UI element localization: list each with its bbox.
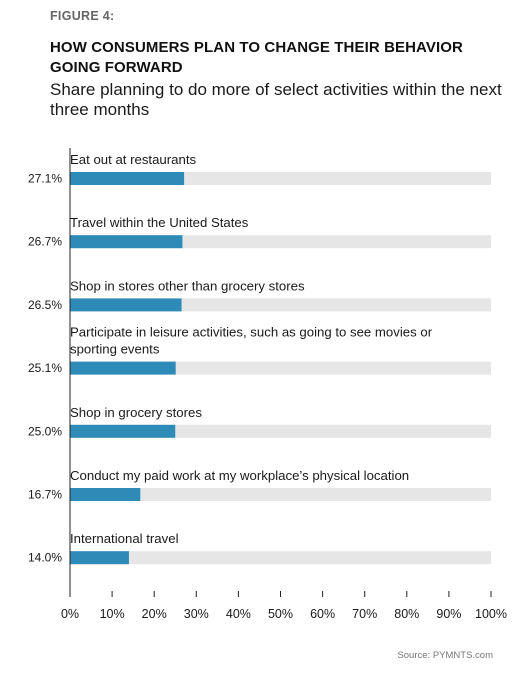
value-label: 25.0% [28,424,62,438]
bar [70,551,129,565]
bar [70,298,182,312]
bar [70,488,141,501]
x-tick-label: 20% [142,607,167,621]
x-tick-label: 90% [436,607,461,621]
bar [70,172,185,185]
bar-track [70,488,491,501]
category-label: Participate in leisure activities, such … [70,325,433,340]
x-tick-label: 50% [268,607,293,621]
value-label: 25.1% [28,361,62,375]
value-label: 26.7% [28,235,62,249]
category-label: International travel [70,531,179,546]
category-label: sporting events [70,342,160,357]
value-label: 27.1% [28,172,62,186]
source-note: Source: PYMNTS.com [397,650,493,661]
x-tick-label: 40% [226,607,251,621]
bar [70,361,176,375]
value-label: 14.0% [28,551,62,565]
x-tick-label: 10% [100,607,125,621]
x-tick-label: 70% [352,607,377,621]
category-label: Conduct my paid work at my workplace’s p… [70,468,409,483]
bar [70,235,183,249]
x-tick-label: 60% [310,607,335,621]
bar [70,424,176,438]
category-label: Shop in stores other than grocery stores [70,278,305,293]
value-label: 26.5% [28,298,62,312]
x-tick-label: 100% [475,607,507,621]
category-label: Shop in grocery stores [70,405,202,420]
category-label: Travel within the United States [70,215,249,230]
x-tick-label: 0% [61,607,79,621]
category-label: Eat out at restaurants [70,152,196,167]
bar-track [70,551,491,565]
value-label: 16.7% [28,488,62,502]
x-tick-label: 30% [184,607,209,621]
x-tick-label: 80% [394,607,419,621]
figure-label: FIGURE 4: [50,9,115,23]
chart-title: HOW CONSUMERS PLAN TO CHANGE THEIR BEHAV… [50,39,463,76]
chart-subtitle: Share planning to do more of select acti… [50,80,502,119]
